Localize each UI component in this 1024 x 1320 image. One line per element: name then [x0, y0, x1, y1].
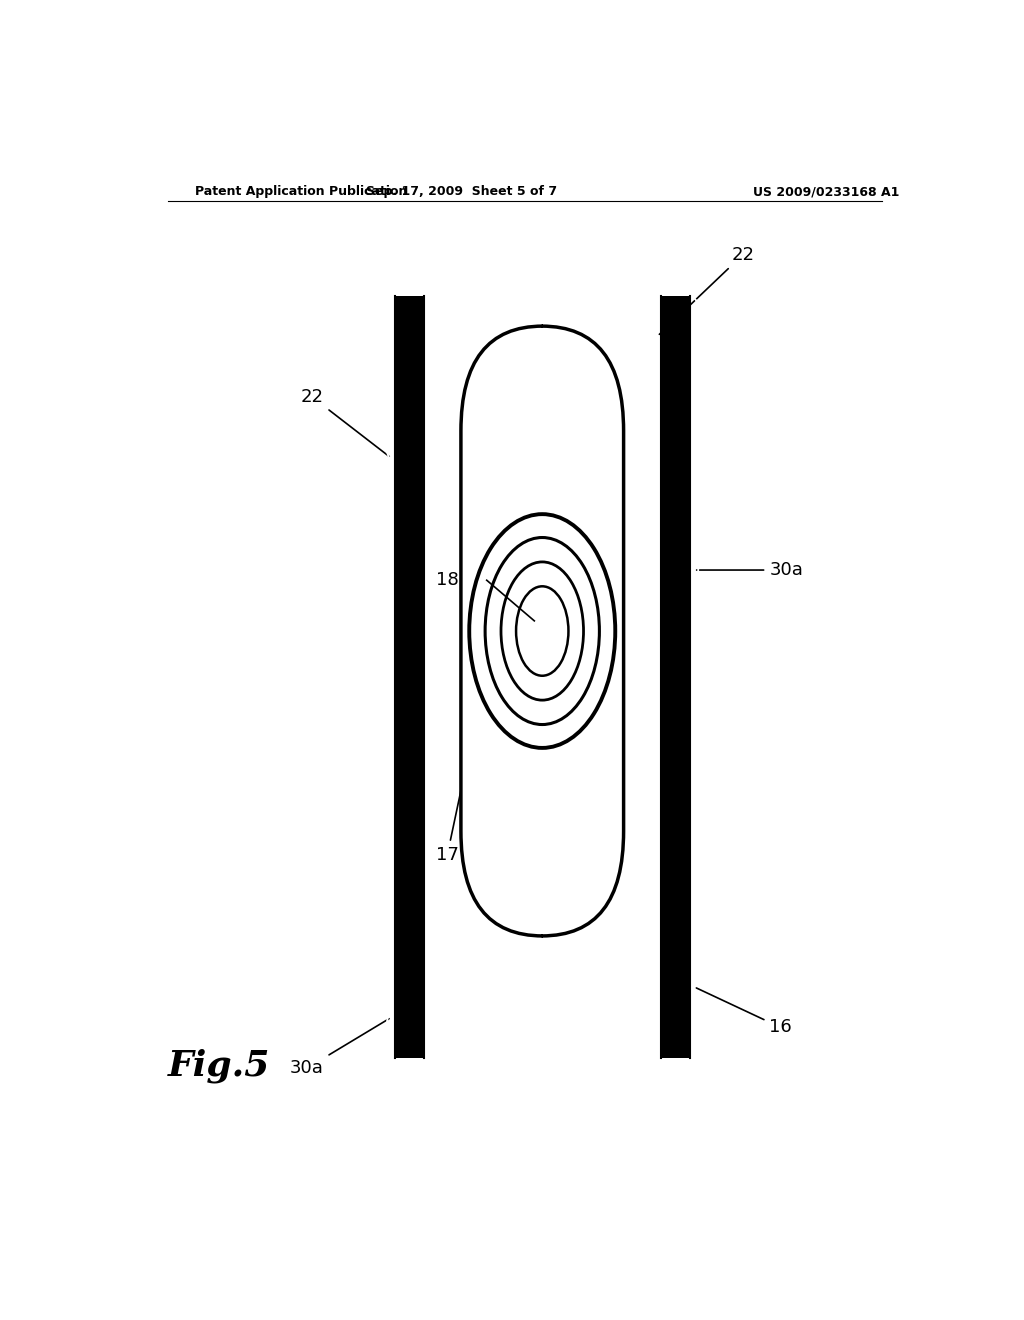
Text: 30a: 30a	[696, 561, 803, 579]
Text: Patent Application Publication: Patent Application Publication	[196, 185, 408, 198]
Text: Sep. 17, 2009  Sheet 5 of 7: Sep. 17, 2009 Sheet 5 of 7	[366, 185, 557, 198]
Ellipse shape	[485, 537, 599, 725]
Text: Fig.5: Fig.5	[168, 1049, 270, 1084]
Text: US 2009/0233168 A1: US 2009/0233168 A1	[754, 185, 899, 198]
Text: 17: 17	[436, 756, 468, 863]
Bar	[395, 296, 424, 1057]
Ellipse shape	[469, 515, 615, 748]
Text: 16: 16	[696, 987, 792, 1036]
Text: 22: 22	[659, 246, 754, 334]
Ellipse shape	[501, 562, 584, 700]
Bar	[662, 296, 690, 1057]
Text: 18: 18	[436, 572, 484, 589]
Ellipse shape	[516, 586, 568, 676]
Text: 30a: 30a	[290, 1019, 389, 1077]
FancyBboxPatch shape	[461, 326, 624, 936]
Text: 22: 22	[301, 388, 389, 457]
